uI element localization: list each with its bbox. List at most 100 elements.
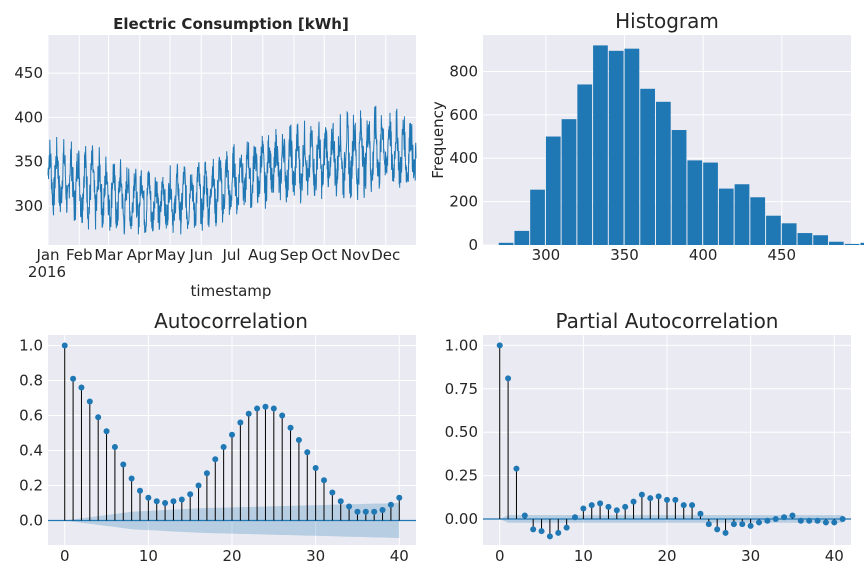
histogram-bar (860, 242, 864, 245)
stem-marker (229, 431, 235, 438)
histogram-bar (624, 48, 640, 245)
stem-marker (789, 512, 796, 519)
stem-marker (580, 505, 587, 512)
y-tick-label: 0.8 (19, 372, 43, 390)
stem-marker (496, 342, 503, 349)
x-tick-label: May (154, 246, 185, 264)
histogram-bar (718, 188, 734, 245)
histogram-bar (608, 50, 624, 245)
stem-marker (287, 424, 294, 431)
stem-marker (622, 503, 629, 510)
x-tick-label: Aug (248, 246, 277, 264)
stem-marker (262, 403, 269, 410)
stem-marker (220, 444, 227, 450)
stem-marker (505, 375, 512, 382)
stem-marker (756, 519, 762, 526)
y-tick-label: 1.00 (445, 336, 478, 354)
stem-marker (346, 503, 353, 510)
x-tick-label: 20 (222, 547, 241, 565)
histogram-title: Histogram (615, 9, 719, 33)
x-tick-label: Jan (35, 246, 59, 264)
stem-marker (722, 529, 729, 536)
y-tick-label: 0.2 (19, 477, 43, 495)
stem-marker (354, 508, 361, 515)
y-tick-label: 350 (14, 153, 43, 171)
x-tick-label: 10 (574, 547, 593, 565)
stem-marker (664, 496, 670, 503)
histogram-bar (655, 101, 671, 246)
stem-marker (638, 491, 645, 498)
histogram-bar (781, 223, 797, 245)
stem-marker (739, 521, 746, 528)
x-tick-label: 10 (139, 547, 158, 565)
histogram-bar (671, 130, 687, 245)
stem-marker (78, 384, 85, 391)
x-tick-label: Feb (66, 246, 93, 264)
x-tick-label: 400 (689, 246, 718, 264)
stem-marker (329, 489, 336, 496)
stem-marker (245, 410, 252, 417)
histogram-bar (687, 160, 703, 245)
stem-marker (546, 533, 553, 540)
histogram-bar (766, 215, 781, 245)
stem-marker (295, 437, 302, 443)
histogram-bar (514, 230, 530, 245)
stem-marker (672, 496, 679, 503)
stem-marker (237, 419, 244, 426)
stem-marker (764, 517, 771, 524)
histogram-bar (750, 197, 766, 245)
y-tick-label: 450 (14, 64, 43, 82)
x-tick-label: Oct (311, 246, 337, 264)
stem-marker (822, 519, 829, 526)
x-tick-label: 30 (741, 547, 760, 565)
stem-marker (128, 475, 135, 482)
stem-marker (120, 461, 127, 468)
histogram-bar (844, 243, 860, 245)
x-tick-label: Nov (341, 246, 370, 264)
stem-marker (597, 500, 604, 507)
y-tick-label: 600 (449, 106, 478, 124)
stem-marker (153, 498, 160, 505)
partial-autocorrelation-panel: 0.00 0.25 0.50 0.75 1.00 0 10 20 30 40 Partial Au… (445, 309, 851, 565)
x-tick-label: Mar (94, 246, 123, 264)
y-tick-label: 0 (468, 236, 478, 254)
histogram-bar (813, 235, 828, 245)
x-tick-label: Apr (127, 246, 154, 264)
stem-marker (396, 494, 403, 501)
stem-marker (781, 514, 788, 521)
stem-marker (555, 529, 562, 536)
y-tick-label: 0.4 (19, 442, 43, 460)
stem-marker (655, 493, 662, 500)
stem-marker (195, 482, 202, 489)
stem-marker (705, 521, 712, 528)
y-tick-label: 800 (449, 62, 478, 80)
y-tick-label: 0.75 (445, 380, 478, 398)
stem-marker (371, 508, 378, 515)
histogram-panel: 0 200 400 600 800 300 350 400 450 Histogram Freq… (429, 9, 864, 264)
stem-marker (730, 521, 737, 528)
stem-marker (362, 508, 369, 515)
stem-marker (379, 507, 386, 513)
y-tick-label: 0.6 (19, 407, 43, 425)
stem-marker (312, 465, 319, 471)
y-tick-label: 0.0 (19, 512, 43, 530)
stem-marker (212, 456, 219, 463)
stem-marker (814, 517, 821, 524)
x-tick-label: Sep (280, 246, 308, 264)
y-tick-label: 300 (14, 197, 43, 215)
y-tick-label: 200 (449, 193, 478, 211)
histogram-bar (498, 242, 514, 245)
x-tick-label: 0 (495, 547, 505, 565)
stem-marker (162, 500, 169, 506)
stem-marker (304, 449, 311, 456)
stem-marker (103, 428, 110, 435)
histogram-bar (640, 88, 655, 245)
x-tick-label: 40 (825, 547, 844, 565)
partial-autocorrelation-title: Partial Autocorrelation (556, 309, 779, 333)
histogram-bar (703, 162, 718, 245)
x-tick-label: Jul (221, 246, 240, 264)
stem-marker (831, 519, 838, 526)
x-tick-label: 350 (610, 246, 639, 264)
consumption-x-axis-label: timestamp (191, 282, 272, 300)
stem-marker (513, 465, 520, 472)
